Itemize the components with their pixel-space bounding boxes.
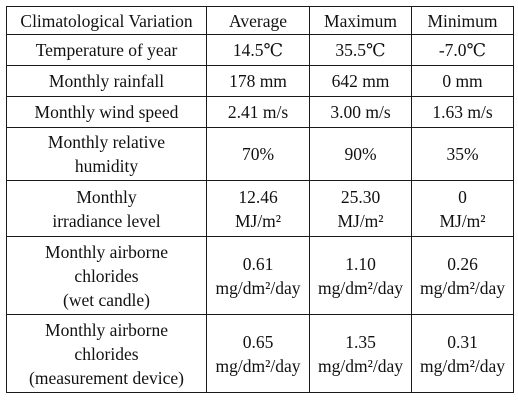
table-row: Monthly relative humidity 70% 90% 35% bbox=[6, 127, 514, 181]
variation-cell: Monthly rainfall bbox=[6, 65, 207, 97]
header-variation: Climatological Variation bbox=[6, 6, 207, 35]
average-cell: 70% bbox=[206, 127, 310, 181]
climate-table: Climatological Variation Average Maximum… bbox=[6, 6, 514, 393]
header-average: Average bbox=[206, 6, 310, 35]
variation-cell: Temperature of year bbox=[6, 34, 207, 66]
maximum-cell: 1.35 mg/dm²/day bbox=[309, 314, 412, 393]
minimum-cell: 1.63 m/s bbox=[411, 96, 514, 128]
maximum-cell: 25.30 MJ/m² bbox=[309, 180, 412, 237]
header-row: Climatological Variation Average Maximum… bbox=[6, 6, 514, 35]
maximum-cell: 35.5℃ bbox=[309, 34, 412, 66]
minimum-cell: -7.0℃ bbox=[411, 34, 514, 66]
variation-cell: Monthly airborne chlorides (measurement … bbox=[6, 314, 207, 393]
minimum-cell: 0 mm bbox=[411, 65, 514, 97]
maximum-cell: 642 mm bbox=[309, 65, 412, 97]
average-cell: 12.46 MJ/m² bbox=[206, 180, 310, 237]
minimum-cell: 0 MJ/m² bbox=[411, 180, 514, 237]
maximum-cell: 1.10 mg/dm²/day bbox=[309, 236, 412, 315]
table-row: Monthly airborne chlorides (wet candle) … bbox=[6, 236, 514, 315]
table-row: Monthly rainfall 178 mm 642 mm 0 mm bbox=[6, 65, 514, 97]
variation-cell: Monthly relative humidity bbox=[6, 127, 207, 181]
average-cell: 178 mm bbox=[206, 65, 310, 97]
table-header: Climatological Variation Average Maximum… bbox=[6, 6, 514, 35]
header-maximum: Maximum bbox=[309, 6, 412, 35]
minimum-cell: 0.31 mg/dm²/day bbox=[411, 314, 514, 393]
average-cell: 0.65 mg/dm²/day bbox=[206, 314, 310, 393]
table-body: Temperature of year 14.5℃ 35.5℃ -7.0℃ Mo… bbox=[6, 34, 514, 393]
header-minimum: Minimum bbox=[411, 6, 514, 35]
minimum-cell: 35% bbox=[411, 127, 514, 181]
variation-cell: Monthly irradiance level bbox=[6, 180, 207, 237]
table-row: Monthly irradiance level 12.46 MJ/m² 25.… bbox=[6, 180, 514, 237]
table-row: Monthly airborne chlorides (measurement … bbox=[6, 314, 514, 393]
average-cell: 14.5℃ bbox=[206, 34, 310, 66]
average-cell: 2.41 m/s bbox=[206, 96, 310, 128]
table-row: Temperature of year 14.5℃ 35.5℃ -7.0℃ bbox=[6, 34, 514, 66]
table-row: Monthly wind speed 2.41 m/s 3.00 m/s 1.6… bbox=[6, 96, 514, 128]
variation-cell: Monthly airborne chlorides (wet candle) bbox=[6, 236, 207, 315]
maximum-cell: 3.00 m/s bbox=[309, 96, 412, 128]
maximum-cell: 90% bbox=[309, 127, 412, 181]
average-cell: 0.61 mg/dm²/day bbox=[206, 236, 310, 315]
variation-cell: Monthly wind speed bbox=[6, 96, 207, 128]
minimum-cell: 0.26 mg/dm²/day bbox=[411, 236, 514, 315]
